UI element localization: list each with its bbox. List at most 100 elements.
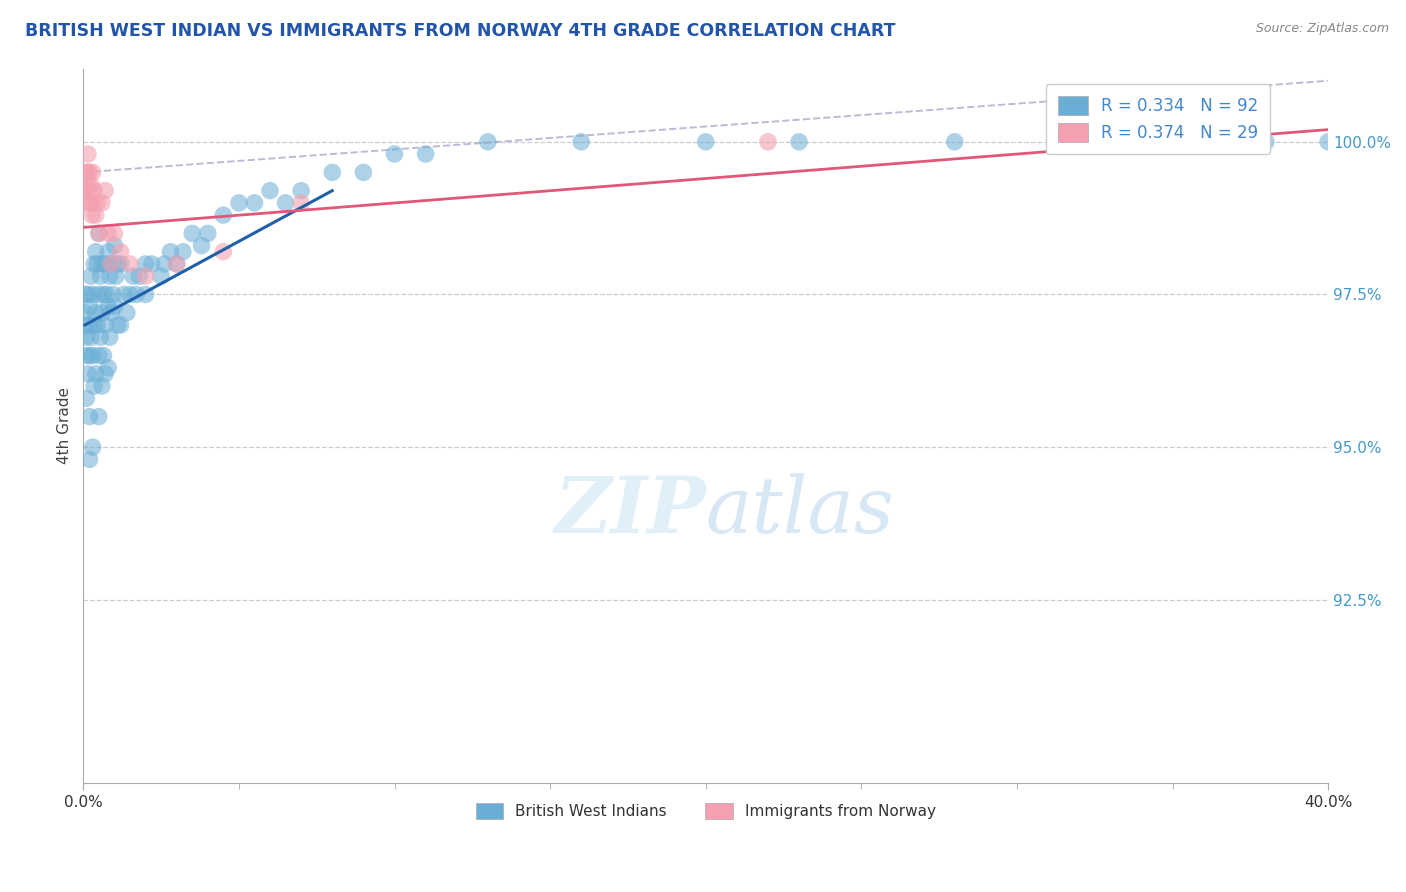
Point [94, 318, 117, 332]
Point [73, 195, 96, 210]
Point [172, 244, 194, 259]
Point [86, 257, 108, 271]
Point [82, 165, 104, 179]
Point [94, 257, 117, 271]
Point [1099, 135, 1122, 149]
Text: ZIP: ZIP [554, 474, 706, 549]
Point [77, 184, 100, 198]
Point [75, 287, 97, 301]
Point [91, 306, 114, 320]
Point [190, 238, 212, 252]
Point [77, 147, 100, 161]
Point [141, 257, 163, 271]
Text: atlas: atlas [706, 474, 894, 549]
Point [110, 244, 132, 259]
Point [98, 330, 121, 344]
Point [181, 227, 204, 241]
Point [86, 318, 108, 332]
Point [259, 184, 281, 198]
Point [135, 287, 157, 301]
Point [87, 349, 110, 363]
Point [82, 349, 104, 363]
Legend: British West Indians, Immigrants from Norway: British West Indians, Immigrants from No… [470, 797, 942, 825]
Point [77, 178, 100, 192]
Point [159, 244, 181, 259]
Point [80, 178, 103, 192]
Point [80, 269, 103, 284]
Point [125, 287, 148, 301]
Point [569, 135, 592, 149]
Point [212, 208, 235, 222]
Point [89, 330, 111, 344]
Point [83, 318, 105, 332]
Point [94, 367, 117, 381]
Point [77, 318, 100, 332]
Point [77, 287, 100, 301]
Point [122, 269, 145, 284]
Point [477, 135, 499, 149]
Point [166, 257, 188, 271]
Point [82, 440, 104, 454]
Point [118, 257, 141, 271]
Point [290, 184, 312, 198]
Point [89, 269, 111, 284]
Point [107, 318, 129, 332]
Point [110, 318, 132, 332]
Point [79, 349, 101, 363]
Point [87, 409, 110, 424]
Y-axis label: 4th Grade: 4th Grade [58, 387, 72, 464]
Point [135, 257, 157, 271]
Point [93, 349, 115, 363]
Point [87, 227, 110, 241]
Point [75, 330, 97, 344]
Point [79, 300, 101, 314]
Point [1317, 135, 1340, 149]
Point [97, 227, 120, 241]
Point [103, 227, 125, 241]
Point [1254, 135, 1277, 149]
Point [107, 257, 129, 271]
Point [83, 379, 105, 393]
Point [100, 257, 122, 271]
Point [75, 184, 97, 198]
Point [112, 287, 135, 301]
Point [695, 135, 717, 149]
Point [87, 227, 110, 241]
Point [86, 195, 108, 210]
Text: BRITISH WEST INDIAN VS IMMIGRANTS FROM NORWAY 4TH GRADE CORRELATION CHART: BRITISH WEST INDIAN VS IMMIGRANTS FROM N… [25, 22, 896, 40]
Point [103, 300, 125, 314]
Point [84, 367, 107, 381]
Point [135, 269, 157, 284]
Point [83, 184, 105, 198]
Point [97, 300, 120, 314]
Point [97, 244, 120, 259]
Point [150, 269, 173, 284]
Point [115, 306, 138, 320]
Point [118, 287, 141, 301]
Point [290, 195, 312, 210]
Point [94, 184, 117, 198]
Point [321, 165, 343, 179]
Point [228, 195, 250, 210]
Point [84, 208, 107, 222]
Point [110, 257, 132, 271]
Point [91, 257, 114, 271]
Point [128, 269, 150, 284]
Point [274, 195, 297, 210]
Point [79, 452, 101, 467]
Point [100, 257, 122, 271]
Point [82, 287, 104, 301]
Point [153, 257, 176, 271]
Point [91, 195, 114, 210]
Point [943, 135, 966, 149]
Point [212, 244, 235, 259]
Point [166, 257, 188, 271]
Point [73, 306, 96, 320]
Point [384, 147, 406, 161]
Point [96, 287, 118, 301]
Point [91, 379, 114, 393]
Point [93, 287, 115, 301]
Point [83, 257, 105, 271]
Point [80, 208, 103, 222]
Point [84, 244, 107, 259]
